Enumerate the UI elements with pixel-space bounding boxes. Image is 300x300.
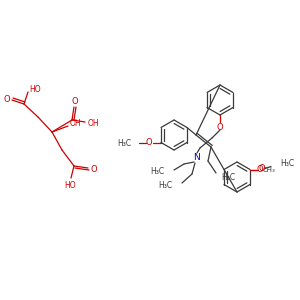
Text: HO: HO bbox=[64, 181, 76, 190]
Text: O: O bbox=[91, 164, 97, 173]
Text: H₃C: H₃C bbox=[150, 167, 164, 176]
Text: CH₃: CH₃ bbox=[262, 167, 275, 173]
Text: O: O bbox=[257, 165, 263, 174]
Text: OH: OH bbox=[69, 119, 81, 128]
Text: H₃C: H₃C bbox=[117, 139, 131, 148]
Text: O: O bbox=[72, 98, 78, 106]
Text: H₃C: H₃C bbox=[158, 181, 172, 190]
Text: HO: HO bbox=[29, 85, 41, 94]
Text: O: O bbox=[146, 138, 152, 147]
Text: O: O bbox=[259, 164, 265, 173]
Text: OH: OH bbox=[87, 118, 99, 127]
Text: O: O bbox=[4, 94, 10, 103]
Text: N: N bbox=[193, 154, 200, 163]
Text: H₃C: H₃C bbox=[280, 159, 294, 168]
Text: O: O bbox=[217, 122, 223, 131]
Text: H₃C: H₃C bbox=[221, 173, 235, 182]
